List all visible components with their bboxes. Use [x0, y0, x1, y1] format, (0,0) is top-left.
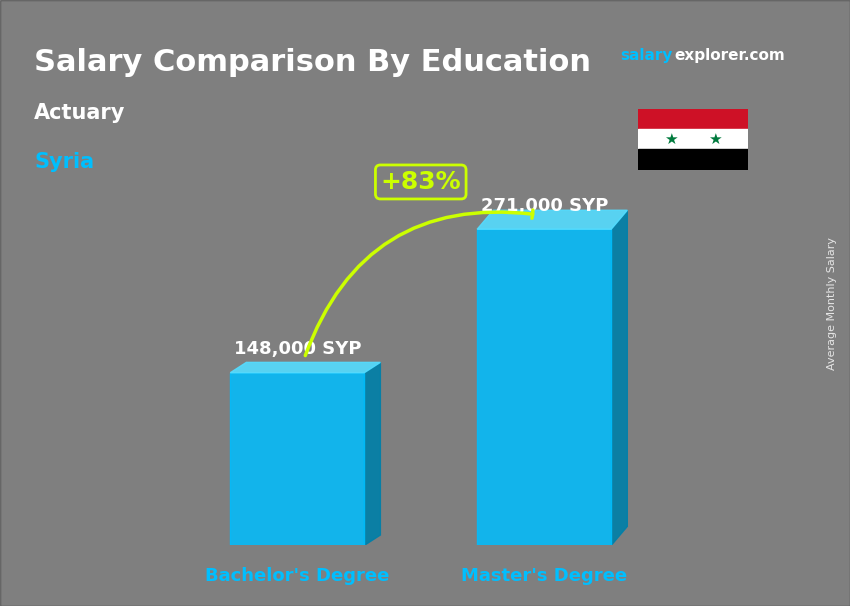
Text: ★: ★	[664, 132, 677, 147]
Bar	[638, 129, 748, 150]
Polygon shape	[611, 210, 627, 545]
Text: Actuary: Actuary	[34, 103, 126, 123]
Bar	[638, 109, 748, 129]
Text: Syria: Syria	[34, 152, 94, 171]
Text: Bachelor's Degree: Bachelor's Degree	[205, 567, 389, 585]
Text: ★: ★	[708, 132, 722, 147]
Text: Master's Degree: Master's Degree	[462, 567, 627, 585]
Text: Average Monthly Salary: Average Monthly Salary	[827, 236, 837, 370]
Polygon shape	[477, 229, 611, 545]
Text: salary: salary	[620, 48, 673, 64]
Text: 271,000 SYP: 271,000 SYP	[480, 197, 608, 215]
Polygon shape	[365, 362, 381, 545]
Text: Salary Comparison By Education: Salary Comparison By Education	[34, 48, 591, 78]
Text: explorer.com: explorer.com	[674, 48, 785, 64]
Bar	[638, 150, 748, 170]
Polygon shape	[230, 362, 381, 373]
Text: +83%: +83%	[381, 170, 461, 194]
Text: 148,000 SYP: 148,000 SYP	[234, 340, 361, 358]
Polygon shape	[477, 210, 627, 229]
Polygon shape	[230, 373, 365, 545]
